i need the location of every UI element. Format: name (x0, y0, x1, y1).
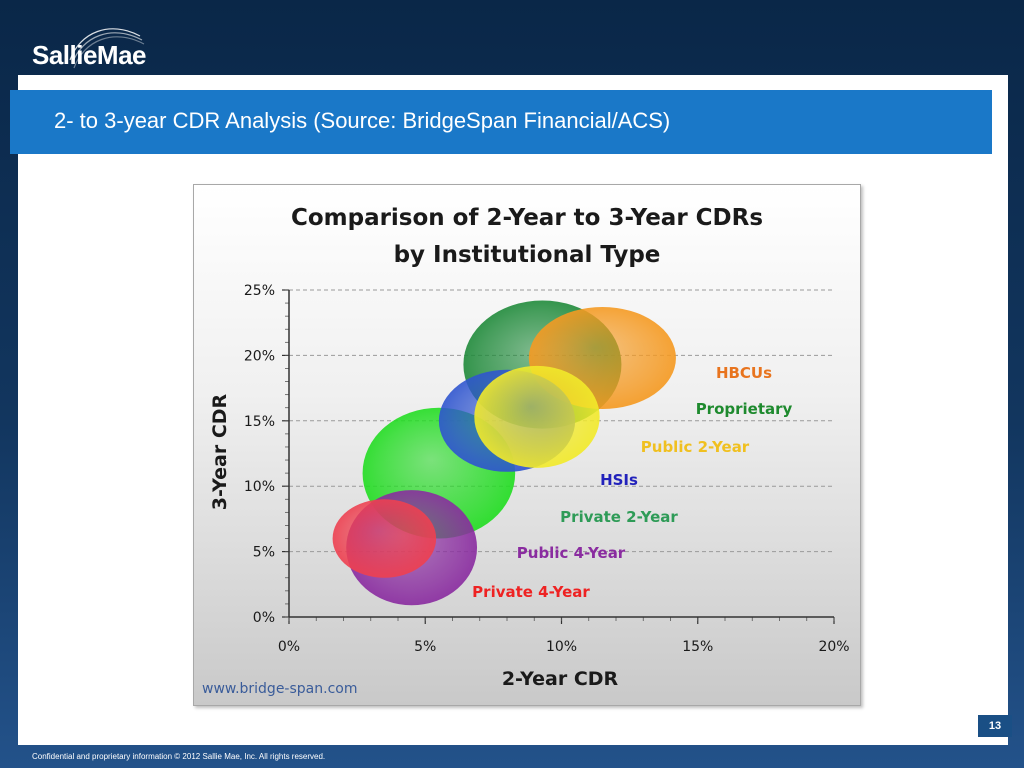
y-tick-label: 15% (244, 414, 275, 430)
x-tick-label: 20% (818, 639, 849, 655)
slide-title-bar: 2- to 3-year CDR Analysis (Source: Bridg… (10, 90, 992, 154)
bubble-private-4-year (332, 499, 437, 578)
slide-title: 2- to 3-year CDR Analysis (Source: Bridg… (54, 108, 671, 133)
y-tick-label: 5% (253, 545, 275, 561)
page-number: 13 (978, 715, 1012, 737)
legend-label-hbcus: HBCUs (716, 364, 772, 382)
y-tick-label: 20% (244, 348, 275, 364)
x-axis-label: 2-Year CDR (502, 668, 619, 690)
x-tick-label: 15% (682, 639, 713, 655)
x-tick-label: 5% (414, 639, 436, 655)
y-tick-label: 25% (244, 283, 275, 299)
source-note: www.bridge-span.com (202, 681, 357, 697)
legend-label-public-4-year: Public 4-Year (517, 544, 626, 562)
footer-copyright: Confidential and proprietary information… (32, 752, 326, 761)
bubble-chart: Comparison of 2-Year to 3-Year CDRs by I… (202, 205, 850, 697)
y-tick-label: 0% (253, 610, 275, 626)
legend-label-private-2-year: Private 2-Year (560, 508, 678, 526)
chart-title-line2: by Institutional Type (394, 242, 661, 268)
y-tick-label: 10% (244, 479, 275, 495)
x-tick-label: 10% (546, 639, 577, 655)
legend-label-proprietary: Proprietary (696, 400, 793, 418)
logo-arc-graphic (60, 12, 150, 77)
bubble-public-2-year (474, 365, 600, 468)
chart-frame: Comparison of 2-Year to 3-Year CDRs by I… (193, 184, 861, 706)
legend-label-private-4-year: Private 4-Year (472, 583, 590, 601)
x-tick-label: 0% (278, 639, 300, 655)
legend-label-hsis: HSIs (600, 471, 638, 489)
sallie-mae-logo: SallieMae (32, 40, 147, 70)
legend-label-public-2-year: Public 2-Year (641, 438, 750, 456)
y-axis-label: 3-Year CDR (209, 393, 231, 510)
chart-title-line1: Comparison of 2-Year to 3-Year CDRs (291, 205, 763, 231)
